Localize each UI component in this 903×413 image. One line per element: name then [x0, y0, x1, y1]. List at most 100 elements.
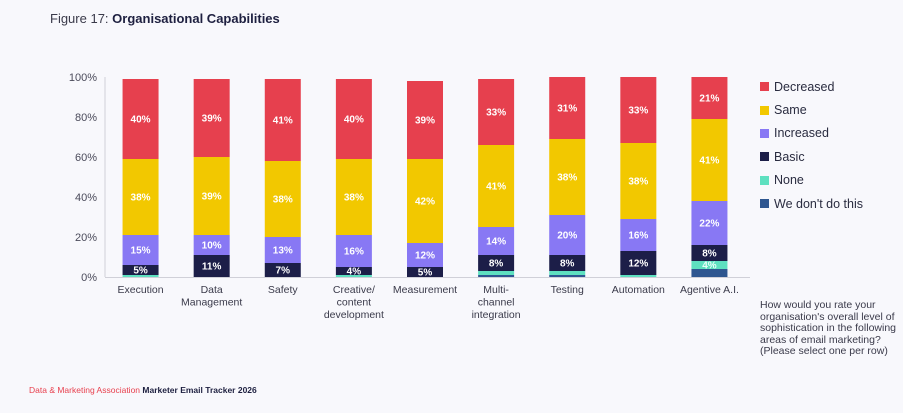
bar-segment-decreased — [335, 79, 372, 159]
bar-segment-decreased — [407, 81, 443, 159]
legend-item: Increased — [760, 122, 863, 145]
x-tick-label: Testing — [551, 284, 584, 296]
bar-segment-increased — [193, 235, 230, 255]
bar-segment-basic — [407, 267, 443, 277]
bar-segment-increased — [549, 215, 586, 255]
bar-segment-basic — [478, 255, 515, 271]
legend-item: Decreased — [760, 75, 863, 98]
data-label: 5% — [418, 268, 433, 279]
bar-segment-basic — [264, 263, 301, 277]
data-label: 33% — [628, 106, 648, 117]
bar-segment-decreased — [193, 79, 230, 157]
y-tick-label: 80% — [75, 112, 97, 124]
data-label: 40% — [131, 115, 151, 126]
data-label: 16% — [628, 231, 648, 242]
bar-segment-we-don-t-do-this — [478, 275, 515, 277]
legend-item: We don't do this — [760, 192, 863, 215]
bar-segment-same — [122, 159, 159, 235]
bar-segment-increased — [407, 243, 443, 267]
bar-segment-none — [691, 261, 728, 269]
bar-segment-same — [407, 159, 443, 243]
x-tick-label: Agentive A.I. — [680, 284, 739, 296]
bar-segment-none — [478, 271, 515, 275]
bar-segment-decreased — [122, 79, 159, 159]
survey-question: How would you rate your organisation's o… — [760, 299, 896, 358]
bar-segment-basic — [193, 255, 230, 277]
bar-segment-none — [620, 275, 657, 277]
x-tick-label: Safety — [268, 284, 299, 296]
data-label: 8% — [702, 249, 717, 260]
data-label: 39% — [202, 114, 222, 125]
y-tick-label: 0% — [81, 272, 97, 284]
data-label: 8% — [489, 259, 504, 270]
bar-segment-decreased — [620, 77, 657, 143]
bar-segment-basic — [549, 255, 586, 271]
footer: Data & Marketing Association Marketer Em… — [29, 385, 257, 395]
data-label: 5% — [133, 266, 148, 277]
bar-segment-decreased — [478, 79, 515, 145]
data-label: 38% — [557, 173, 577, 184]
data-label: 41% — [699, 156, 719, 167]
data-label: 41% — [273, 116, 293, 127]
x-tick-label: Automation — [612, 284, 665, 296]
data-label: 40% — [344, 115, 364, 126]
bar-segment-basic — [620, 251, 657, 275]
data-label: 20% — [557, 231, 577, 242]
bar-segment-same — [264, 161, 301, 237]
bar-segment-decreased — [264, 79, 301, 161]
figure-label: Figure 17: — [50, 11, 109, 26]
data-label: 11% — [202, 262, 222, 273]
bar-segment-we-don-t-do-this — [691, 269, 728, 277]
bar-segment-increased — [478, 227, 515, 255]
bar-segment-increased — [335, 235, 372, 267]
data-label: 10% — [202, 241, 222, 252]
legend-label: Decreased — [774, 79, 835, 94]
data-label: 8% — [560, 259, 575, 270]
data-label: 42% — [415, 197, 435, 208]
bar-segment-increased — [620, 219, 657, 251]
data-label: 12% — [628, 259, 648, 270]
bar-segment-decreased — [549, 77, 586, 139]
bar-segment-none — [335, 275, 372, 277]
data-label: 41% — [486, 182, 506, 193]
chart-legend: Decreased Same Increased Basic None We don't … — [760, 75, 863, 215]
bar-segment-same — [478, 145, 515, 227]
legend-swatch — [760, 199, 769, 209]
bar-segment-basic — [335, 267, 372, 275]
legend-swatch — [760, 128, 769, 138]
data-label: 38% — [628, 177, 648, 188]
x-tick-label: development — [324, 309, 384, 321]
legend-label: None — [774, 173, 804, 188]
bar-segment-basic — [122, 265, 159, 275]
y-tick-label: 20% — [75, 232, 97, 244]
data-label: 13% — [273, 246, 293, 257]
bar-segment-decreased — [691, 77, 728, 119]
data-label: 38% — [131, 193, 151, 204]
x-tick-label: content — [337, 297, 372, 309]
bar-segment-basic — [691, 245, 728, 261]
x-tick-label: integration — [472, 309, 521, 321]
footer-tracker: Marketer Email Tracker 2026 — [142, 385, 257, 395]
legend-swatch — [760, 175, 769, 185]
data-label: 4% — [702, 261, 717, 272]
data-label: 39% — [415, 116, 435, 127]
legend-label: Same — [774, 103, 807, 118]
bar-segment-same — [691, 119, 728, 201]
data-label: 22% — [699, 219, 719, 230]
data-label: 4% — [347, 267, 362, 278]
legend-item: None — [760, 169, 863, 192]
bar-segment-increased — [122, 235, 159, 265]
bar-segment-none — [122, 275, 159, 277]
data-label: 39% — [202, 192, 222, 203]
data-label: 31% — [557, 104, 577, 115]
x-tick-label: Data — [201, 284, 223, 296]
bar-segment-increased — [264, 237, 301, 263]
data-label: 38% — [344, 193, 364, 204]
x-tick-label: channel — [478, 297, 515, 309]
bar-segment-none — [549, 271, 586, 275]
x-tick-label: Creative/ — [333, 284, 375, 296]
legend-item: Same — [760, 98, 863, 121]
x-tick-label: Multi- — [483, 284, 509, 296]
bar-segment-increased — [691, 201, 728, 245]
x-tick-label: Measurement — [393, 284, 457, 296]
